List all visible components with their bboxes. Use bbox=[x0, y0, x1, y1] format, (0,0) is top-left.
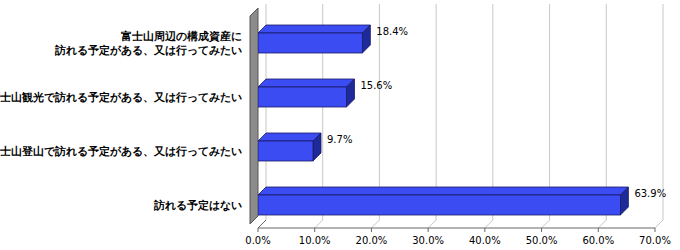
category-label: 富士山周辺の構成資産に訪れる予定がある、又は行ってみたい bbox=[54, 30, 242, 57]
bar bbox=[258, 25, 370, 53]
tick-label: 50.0% bbox=[526, 235, 558, 246]
grid bbox=[258, 4, 663, 232]
bar-end bbox=[313, 133, 321, 161]
data-label: 15.6% bbox=[360, 80, 392, 91]
bar-end bbox=[346, 79, 354, 107]
floor-edge bbox=[258, 220, 266, 228]
chart-root: 0.0% 10.0% 20.0% 30.0% 40.0% 50.0% 60.0% 70.0% 1… bbox=[0, 0, 680, 250]
chart-svg: 0.0% 10.0% 20.0% 30.0% 40.0% 50.0% 60.0% 70.0% 1… bbox=[0, 0, 680, 250]
category-label-line: 富士山周辺の構成資産に bbox=[121, 30, 242, 43]
category-label-line: 訪れる予定がある、又は行ってみたい bbox=[54, 44, 242, 57]
tick-label: 30.0% bbox=[412, 235, 444, 246]
tick-label: 70.0% bbox=[639, 235, 671, 246]
tick-mark bbox=[371, 228, 372, 232]
tick-label: 40.0% bbox=[469, 235, 501, 246]
tick-mark bbox=[598, 228, 599, 232]
category-label: 富士山登山で訪れる予定がある、又は行ってみたい bbox=[0, 145, 242, 158]
labels: 18.4% 富士山周辺の構成資産に訪れる予定がある、又は行ってみたい 15.6% 富士… bbox=[0, 26, 666, 212]
bar-front bbox=[258, 195, 620, 215]
category-label-line: 富士山観光で訪れる予定がある、又は行ってみたい bbox=[0, 91, 242, 104]
bar-top bbox=[258, 25, 370, 33]
side-wall bbox=[250, 8, 258, 224]
tick-label: 0.0% bbox=[245, 235, 270, 246]
tick-mark bbox=[258, 228, 259, 232]
bar-top bbox=[258, 79, 354, 87]
bar-front bbox=[258, 87, 346, 107]
x-axis-line bbox=[258, 228, 655, 229]
bar bbox=[258, 187, 628, 215]
bar-end bbox=[620, 187, 628, 215]
tick-label: 60.0% bbox=[582, 235, 614, 246]
bar-top bbox=[258, 133, 321, 141]
tick-mark bbox=[655, 228, 656, 232]
bar-front bbox=[258, 33, 362, 53]
tick-mark bbox=[314, 228, 315, 232]
category-label-line: 訪れる予定はない bbox=[153, 199, 242, 212]
category-label-line: 富士山登山で訪れる予定がある、又は行ってみたい bbox=[0, 145, 242, 158]
tick-label: 10.0% bbox=[299, 235, 331, 246]
bar bbox=[258, 133, 321, 161]
bars bbox=[258, 25, 628, 215]
tick-mark bbox=[484, 228, 485, 232]
data-label: 63.9% bbox=[634, 188, 666, 199]
tick-mark bbox=[428, 228, 429, 232]
data-label: 18.4% bbox=[376, 26, 408, 37]
bar bbox=[258, 79, 354, 107]
category-label: 富士山観光で訪れる予定がある、又は行ってみたい bbox=[0, 91, 242, 104]
data-label: 9.7% bbox=[327, 134, 352, 145]
bar-end bbox=[362, 25, 370, 53]
tick-mark bbox=[541, 228, 542, 232]
bar-top bbox=[258, 187, 628, 195]
bar-front bbox=[258, 141, 313, 161]
tick-label: 20.0% bbox=[356, 235, 388, 246]
category-label: 訪れる予定はない bbox=[153, 199, 242, 212]
